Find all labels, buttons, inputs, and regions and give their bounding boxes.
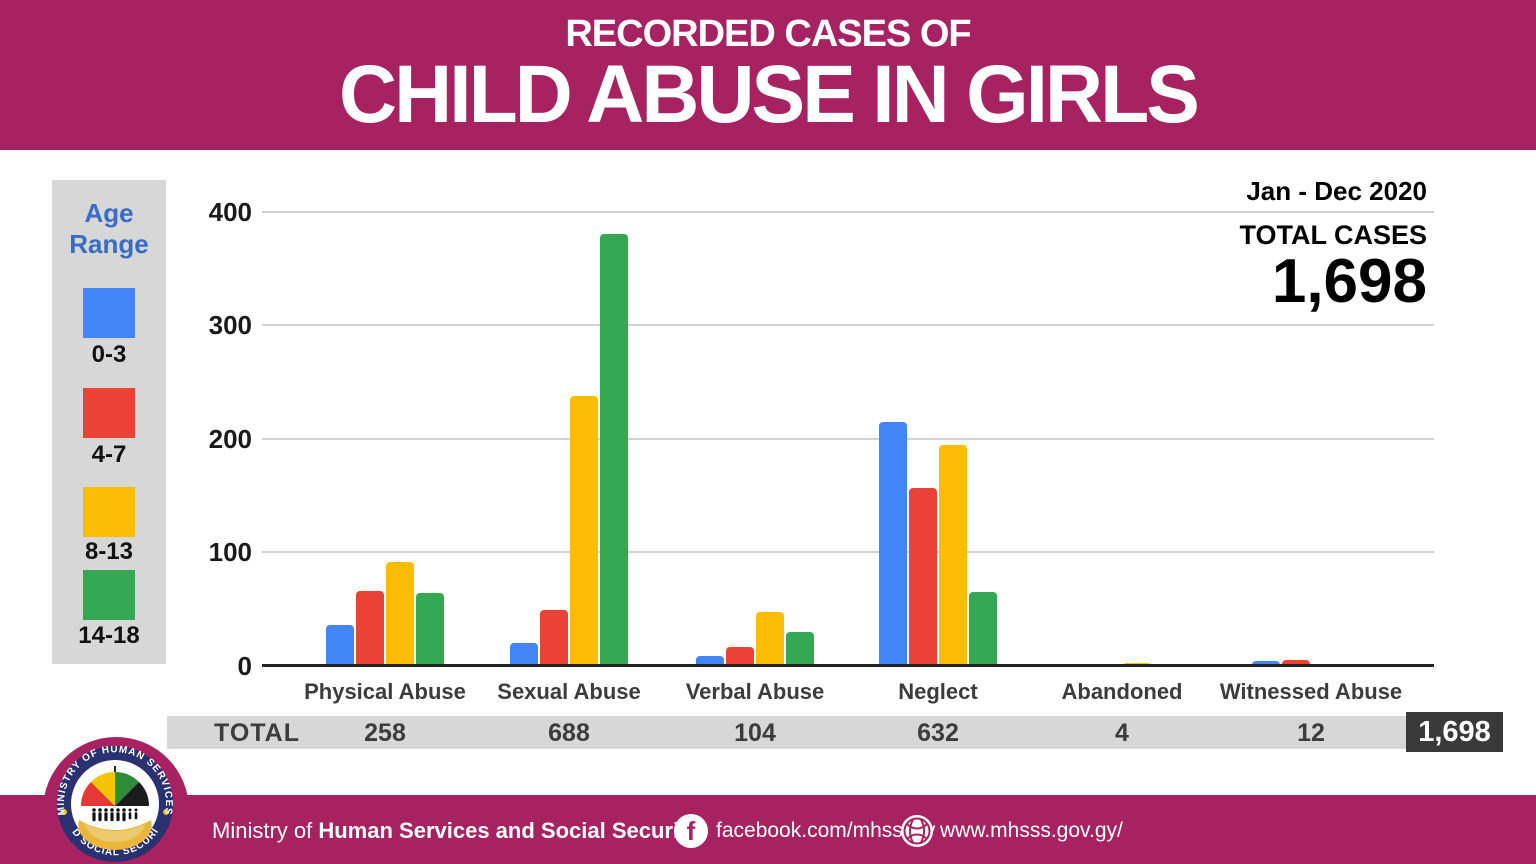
- bar-sexual-abuse-14-18: [600, 233, 628, 666]
- facebook-icon: f: [674, 814, 708, 848]
- hands-icon: [78, 820, 152, 850]
- bar-witnessed-abuse-4-7: [1282, 659, 1310, 666]
- bar-sexual-abuse-4-7: [540, 609, 568, 666]
- total-value-abandoned: 4: [1115, 719, 1129, 747]
- bar-neglect-8-13: [939, 444, 967, 666]
- footer-band: [0, 795, 1536, 864]
- total-value-witnessed-abuse: 12: [1297, 719, 1325, 747]
- bar-verbal-abuse-4-7: [726, 646, 754, 666]
- category-label-sexual-abuse: Sexual Abuse: [497, 679, 641, 704]
- bar-neglect-0-3: [879, 421, 907, 666]
- brand-prefix: Ministry of: [212, 818, 319, 843]
- website-url: www.mhsss.gov.gy/: [940, 819, 1123, 842]
- category-label-neglect: Neglect: [898, 679, 978, 704]
- y-tick-400: 400: [208, 197, 252, 227]
- y-tick-200: 200: [208, 423, 252, 454]
- brand-bold: Human Services and Social Security: [318, 818, 699, 843]
- bar-verbal-abuse-8-13: [756, 611, 784, 666]
- bar-neglect-14-18: [969, 591, 997, 666]
- total-cases-value: 1,698: [1271, 247, 1427, 316]
- period-label: Jan - Dec 2020: [1246, 176, 1427, 206]
- legend-label-4-7: 4-7: [91, 441, 127, 468]
- header-banner: RECORDED CASES OF CHILD ABUSE IN GIRLS: [0, 0, 1536, 150]
- category-label-abandoned: Abandoned: [1061, 679, 1183, 704]
- bar-sexual-abuse-8-13: [570, 395, 598, 666]
- category-label-verbal-abuse: Verbal Abuse: [685, 679, 825, 704]
- total-value-physical-abuse: 258: [364, 719, 406, 747]
- totals-row-background: [167, 716, 1406, 749]
- bar-neglect-4-7: [909, 487, 937, 666]
- bar-witnessed-abuse-0-3: [1252, 660, 1280, 666]
- people-silhouettes-icon: [92, 808, 138, 822]
- bar-physical-abuse-4-7: [356, 590, 384, 666]
- total-value-verbal-abuse: 104: [734, 719, 776, 747]
- gridline-200: [262, 437, 1434, 440]
- legend-label-14-18: 14-18: [78, 622, 140, 649]
- total-cases-label: TOTAL CASES: [1239, 220, 1427, 250]
- page-title: CHILD ABUSE IN GIRLS: [339, 49, 1200, 140]
- legend-title: Age Range: [69, 198, 149, 260]
- header-kicker: RECORDED CASES OF: [565, 13, 971, 55]
- total-value-neglect: 632: [917, 719, 959, 747]
- globe-icon: [901, 815, 933, 847]
- footer-brand-text: Ministry of Human Services and Social Se…: [212, 818, 699, 844]
- ministry-logo: MINISTRY OF HUMAN SERVICES AND SOCIAL SE…: [57, 746, 173, 862]
- gridline-300: [262, 324, 1434, 327]
- grand-total-badge: 1,698: [1406, 712, 1503, 752]
- bar-verbal-abuse-14-18: [786, 631, 814, 666]
- totals-row-label: TOTAL: [214, 719, 301, 747]
- bar-physical-abuse-0-3: [326, 624, 354, 666]
- category-label-physical-abuse: Physical Abuse: [304, 679, 466, 704]
- y-tick-300: 300: [208, 310, 252, 341]
- gridline-100: [262, 551, 1434, 554]
- category-label-witnessed-abuse: Witnessed Abuse: [1219, 679, 1403, 704]
- legend-label-8-13: 8-13: [84, 538, 134, 565]
- bar-verbal-abuse-0-3: [696, 655, 724, 666]
- legend-swatch-14-18: [83, 570, 135, 620]
- bar-sexual-abuse-0-3: [510, 642, 538, 666]
- legend-label-0-3: 0-3: [91, 341, 127, 368]
- bar-physical-abuse-8-13: [386, 561, 414, 666]
- y-tick-100: 100: [208, 537, 252, 568]
- gridline-400: [262, 211, 1434, 213]
- legend-swatch-0-3: [83, 288, 135, 338]
- y-tick-0: 0: [237, 650, 252, 681]
- legend-swatch-8-13: [83, 487, 135, 537]
- total-value-sexual-abuse: 688: [548, 719, 590, 747]
- umbrella-icon: [81, 766, 149, 806]
- bar-physical-abuse-14-18: [416, 592, 444, 666]
- x-axis-line: [262, 664, 1434, 667]
- legend-swatch-4-7: [83, 388, 135, 438]
- facebook-handle: facebook.com/mhsssgy: [716, 819, 936, 842]
